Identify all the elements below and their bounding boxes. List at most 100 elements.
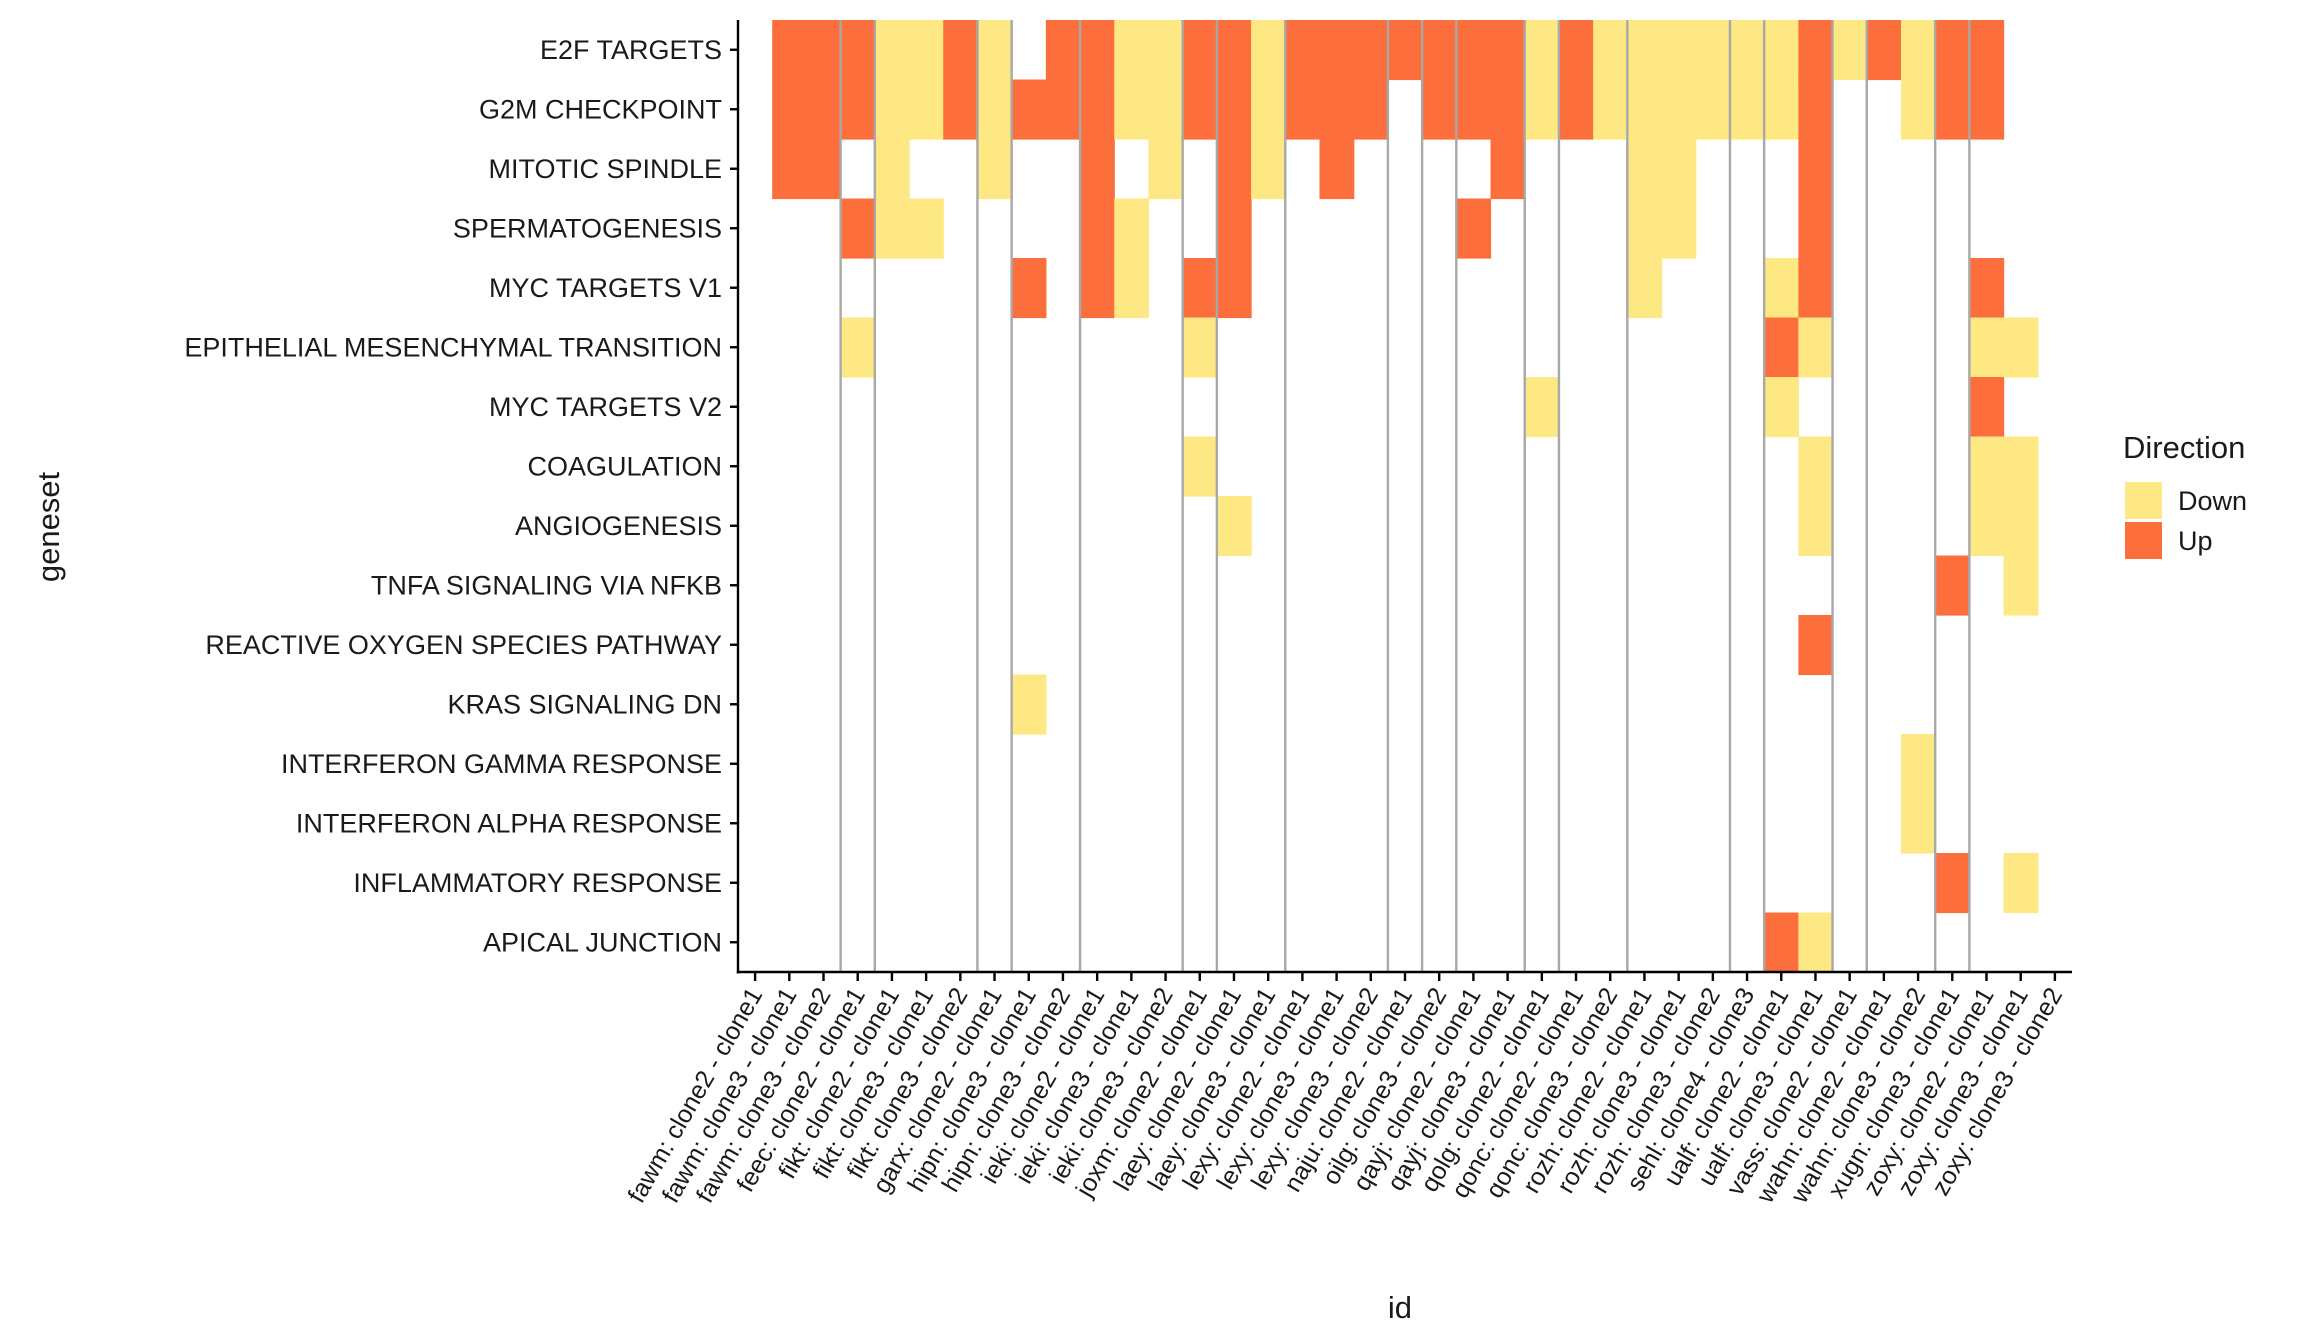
cell-up [1764,912,1799,973]
cell-down [1148,139,1184,200]
cell-down [1695,79,1731,140]
cell-up [1353,20,1389,81]
cell-up [1216,20,1252,81]
cell-down [1661,79,1697,140]
cell-up [1935,555,1970,616]
legend-title: Direction [2123,430,2245,465]
cell-up [1285,79,1321,140]
cell-down [1182,436,1218,497]
y-tick-label: INFLAMMATORY RESPONSE [353,868,722,898]
cell-up [1969,258,2005,319]
legend-items: Down Up [2125,482,2247,559]
cell-down [909,20,944,81]
cell-up [1045,79,1081,140]
cell-down [1251,20,1286,81]
cell-down [1661,198,1697,259]
cell-up [1182,79,1218,140]
cell-up [1045,20,1081,81]
y-tick-label: KRAS SIGNALING DN [447,689,722,719]
cell-up [806,20,842,81]
cell-down [977,20,1013,81]
cell-down [2003,853,2039,914]
cell-down [1661,20,1697,81]
cell-down [977,79,1013,140]
cell-up [1935,853,1970,914]
cell-down [874,198,910,259]
cell-up [1387,20,1423,81]
cell-up [840,198,876,259]
y-tick-label: SPERMATOGENESIS [453,213,722,243]
cell-up [1080,258,1115,319]
y-tick-label: MYC TARGETS V1 [489,273,722,303]
cell-up [1798,139,1834,200]
cell-down [977,139,1013,200]
cell-down [1627,20,1663,81]
cell-up [1935,79,1970,140]
x-axis-title: id [1388,1290,1412,1325]
cell-down [1251,139,1286,200]
cell-up [1080,198,1115,259]
cell-up [1216,139,1252,200]
cell-down [1729,79,1765,140]
cell-up [1558,79,1594,140]
cell-up [1558,20,1594,81]
cell-down [2003,317,2039,378]
cell-down [1969,436,2005,497]
cell-up [806,79,842,140]
cell-down [1832,20,1868,81]
cell-up [943,20,979,81]
cell-up [840,20,876,81]
cell-down [1900,79,1936,140]
y-tick-label: E2F TARGETS [540,35,722,65]
cell-down [1798,436,1834,497]
cell-up [1353,79,1389,140]
cell-up [1798,198,1834,259]
cell-down [1764,258,1799,319]
cell-up [1216,258,1252,319]
legend-swatch-up [2125,522,2162,559]
y-tick-labels: E2F TARGETS G2M CHECKPOINT MITOTIC SPINDLE… [184,35,738,957]
cell-down [1969,496,2005,557]
cell-down [1627,258,1663,319]
y-tick-label: REACTIVE OXYGEN SPECIES PATHWAY [205,630,722,660]
cell-up [1456,79,1492,140]
cell-up [1080,79,1115,140]
cell-up [1182,258,1218,319]
cell-down [874,20,910,81]
cell-up [1764,317,1799,378]
legend: Direction Down Up [2123,430,2247,559]
cell-down [1148,20,1184,81]
cell-down [874,139,910,200]
y-tick-label: COAGULATION [527,451,722,481]
y-axis-title: geneset [31,471,66,582]
y-tick-label: ANGIOGENESIS [515,511,722,541]
cell-down [1114,20,1150,81]
cell-down [1251,79,1286,140]
cell-down [1764,79,1799,140]
cell-up [1182,20,1218,81]
cell-up [1935,20,1970,81]
cell-up [943,79,979,140]
cell-down [1524,377,1560,438]
cell-down [1524,79,1560,140]
y-tick-label: INTERFERON ALPHA RESPONSE [296,808,722,838]
cell-up [1866,20,1902,81]
cell-down [1661,139,1697,200]
cell-up [1422,79,1457,140]
cell-up [1011,258,1047,319]
cell-up [1080,139,1115,200]
cell-down [1114,258,1150,319]
cell-down [1114,79,1150,140]
legend-label-down: Down [2178,486,2247,516]
y-tick-label: EPITHELIAL MESENCHYMAL TRANSITION [184,332,722,362]
cell-down [2003,436,2039,497]
cell-down [1798,496,1834,557]
cell-down [1798,317,1834,378]
y-tick-label: INTERFERON GAMMA RESPONSE [281,749,722,779]
cell-down [2003,496,2039,557]
cell-up [1319,139,1355,200]
y-tick-label: TNFA SIGNALING VIA NFKB [371,570,722,600]
cell-up [1319,79,1355,140]
